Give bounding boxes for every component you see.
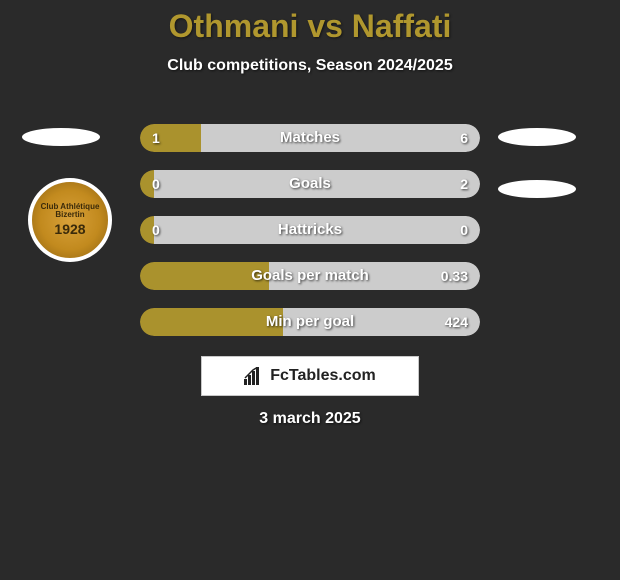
bar-segment-right	[201, 124, 480, 152]
stat-bar: Min per goal424	[140, 308, 480, 336]
logo-text: Club Athlétique Bizertin	[32, 203, 108, 221]
brand-box[interactable]: FcTables.com	[201, 356, 419, 396]
bar-segment-left	[140, 124, 201, 152]
bar-segment-left	[140, 262, 269, 290]
bar-value-left: 0	[152, 216, 160, 244]
right-ellipse-bottom	[498, 180, 576, 198]
stat-bar: Matches16	[140, 124, 480, 152]
page-title: Othmani vs Naffati	[0, 0, 620, 45]
bar-segment-right	[154, 170, 480, 198]
right-ellipse-top	[498, 128, 576, 146]
stat-bar: Hattricks00	[140, 216, 480, 244]
bar-value-right: 424	[445, 308, 468, 336]
bar-value-right: 0	[460, 216, 468, 244]
stats-bars: Matches16Goals02Hattricks00Goals per mat…	[140, 124, 480, 354]
bar-segment-right	[154, 216, 480, 244]
bar-value-right: 6	[460, 124, 468, 152]
stat-bar: Goals per match0.33	[140, 262, 480, 290]
subtitle: Club competitions, Season 2024/2025	[0, 57, 620, 75]
chart-icon	[244, 367, 264, 385]
date-text: 3 march 2025	[0, 410, 620, 428]
bar-value-left: 1	[152, 124, 160, 152]
left-ellipse-top	[22, 128, 100, 146]
logo-year: 1928	[54, 222, 85, 237]
bar-segment-left	[140, 308, 283, 336]
bar-value-left: 0	[152, 170, 160, 198]
team-logo-left: Club Athlétique Bizertin 1928	[28, 178, 112, 262]
stat-bar: Goals02	[140, 170, 480, 198]
brand-text: FcTables.com	[270, 367, 376, 385]
bar-value-right: 0.33	[441, 262, 468, 290]
bar-value-right: 2	[460, 170, 468, 198]
